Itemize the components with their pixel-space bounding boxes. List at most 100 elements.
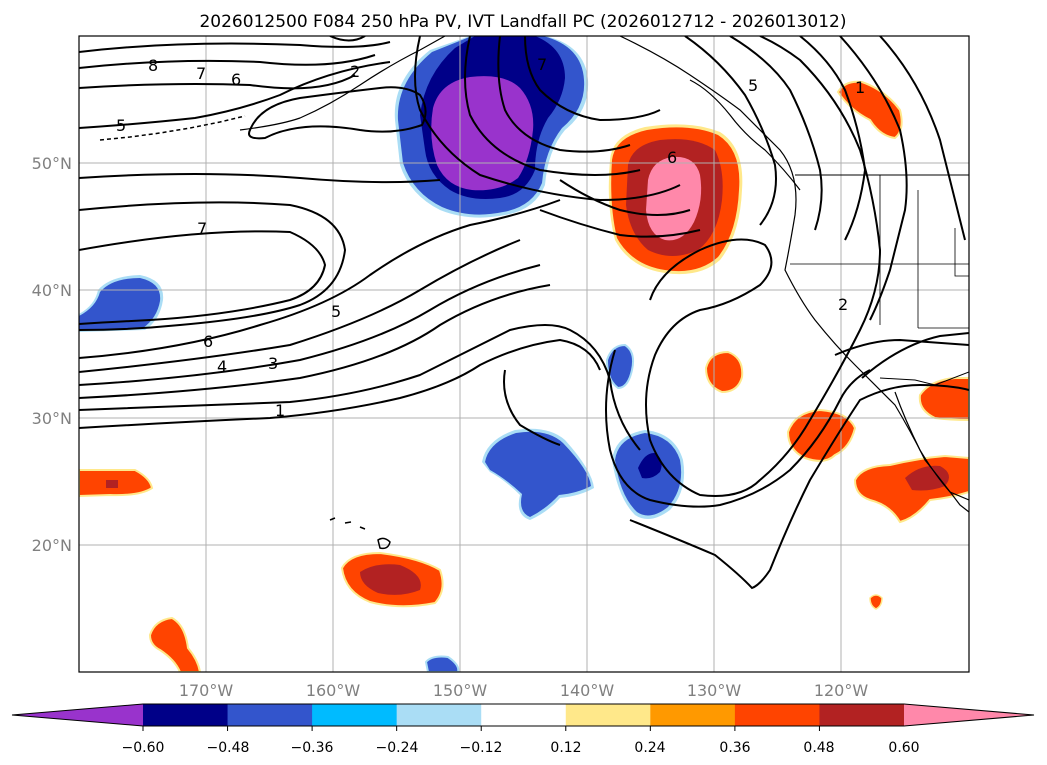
contour-line	[79, 284, 551, 399]
colorbar-segment	[819, 704, 905, 726]
contour-line	[79, 201, 347, 331]
contour-line	[684, 36, 777, 226]
contour-label: 6	[203, 332, 213, 351]
contour-label: 5	[748, 76, 758, 95]
colorbar-segment	[734, 704, 820, 726]
contour-line	[497, 36, 631, 153]
pos-anomaly-pacific-nw	[646, 156, 702, 241]
lat-tick-label: 20°N	[32, 536, 72, 555]
contour-label: 5	[116, 116, 126, 135]
pv-contours	[79, 36, 969, 590]
contour-line	[79, 54, 376, 69]
coast-bc-islands	[689, 79, 801, 191]
colorbar-tick-label: 0.12	[550, 740, 581, 756]
colorbar-segment	[143, 704, 229, 726]
lon-tick-label: 120°W	[814, 681, 869, 700]
colorbar-tick-labels: −0.60 −0.48 −0.36 −0.24 −0.12 0.12 0.24 …	[122, 740, 920, 756]
contour-line	[414, 36, 681, 202]
coast-alaska	[239, 36, 446, 131]
lat-tick-label: 40°N	[32, 281, 72, 300]
contour-labels: 8 7 6 5 2 7 6 5 4 3 1 7 5 6 1 2	[116, 55, 865, 420]
lon-tick-label: 140°W	[560, 681, 615, 700]
contour-line	[79, 338, 601, 429]
colorbar-segment	[481, 704, 567, 726]
lat-tick-label: 30°N	[32, 409, 72, 428]
neg-anomaly-134w-core	[638, 452, 662, 479]
contour-line	[861, 332, 969, 379]
contour-label: 1	[275, 401, 285, 420]
colorbar-segment	[565, 704, 651, 726]
neg-anomaly-west-edge	[79, 278, 161, 330]
map-panel: 8 7 6 5 2 7 6 5 4 3 1 7 5 6 1 2	[79, 36, 969, 672]
colorbar-tick-label: 0.60	[888, 740, 919, 756]
contour-line	[79, 199, 561, 359]
colorbar-segment	[650, 704, 736, 726]
contour-line	[79, 61, 391, 129]
pos-anomaly-172w	[148, 616, 202, 672]
latitude-tick-labels: 50°N 40°N 30°N 20°N	[32, 154, 72, 555]
contour-line	[539, 209, 701, 238]
pos-anomaly-baja-core	[905, 465, 949, 491]
contour-line	[839, 36, 908, 321]
pos-anomaly-118w	[836, 80, 903, 140]
colorbar-tick-label: 0.24	[634, 740, 665, 756]
border-us-mexico	[879, 371, 969, 386]
contour-line	[729, 36, 823, 231]
contour-line	[834, 338, 969, 356]
colorbar-tick-label: −0.60	[122, 740, 165, 756]
contour-label: 8	[148, 56, 158, 75]
contour-label: 5	[331, 302, 341, 321]
contour-label: 2	[838, 295, 848, 314]
map-frame	[78, 35, 970, 673]
colorbar-tick-label: −0.48	[207, 740, 250, 756]
pos-anomaly-129w	[704, 350, 744, 394]
colorbar-tick-label: −0.36	[291, 740, 334, 756]
colorbar	[11, 703, 1035, 731]
pos-anomaly-hawaii-core	[360, 564, 421, 595]
contour-line	[503, 369, 561, 446]
colorbar-tick-label: 0.36	[719, 740, 750, 756]
colorbar-segment	[396, 704, 482, 726]
contour-line	[799, 36, 867, 241]
lat-tick-label: 50°N	[32, 154, 72, 173]
coast-baja	[894, 391, 969, 501]
colorbar-extend-max	[904, 704, 1034, 726]
chart-title: 2026012500 F084 250 hPa PV, IVT Landfall…	[199, 12, 846, 32]
contour-line	[79, 239, 521, 373]
colorbar-extend-min	[12, 704, 143, 726]
contour-label: 6	[231, 70, 241, 89]
contour-line	[79, 74, 356, 90]
coast-north-america	[619, 36, 969, 513]
contour-line	[79, 173, 441, 184]
contour-label: 3	[268, 354, 278, 373]
pos-anomaly-west-25n-core	[106, 480, 118, 488]
lon-tick-label: 170°W	[179, 681, 234, 700]
pos-anomaly-114w	[918, 377, 969, 422]
contour-label: 6	[667, 148, 677, 167]
contour-line	[79, 264, 541, 386]
colorbar-tick-label: −0.12	[460, 740, 503, 756]
contour-line	[329, 36, 366, 42]
lon-tick-label: 150°W	[433, 681, 488, 700]
contour-label: 2	[350, 62, 360, 81]
contour-label: 7	[537, 55, 547, 74]
contour-line	[559, 179, 691, 216]
contour-line	[524, 36, 661, 122]
lon-tick-label: 160°W	[306, 681, 361, 700]
contour-line	[629, 383, 969, 590]
contour-label: 7	[197, 219, 207, 238]
pos-anomaly-117w	[869, 594, 883, 610]
contour-line	[79, 41, 391, 53]
contour-label: 7	[196, 64, 206, 83]
contour-label: 1	[855, 78, 865, 97]
contour-line	[605, 349, 871, 508]
colorbar-tick-label: −0.24	[376, 740, 419, 756]
contour-line	[879, 36, 966, 241]
contour-line	[464, 36, 641, 176]
colorbar-tick-label: 0.48	[803, 740, 834, 756]
contour-line	[248, 86, 427, 140]
neg-anomaly-bottom	[424, 655, 460, 672]
contour-line	[79, 230, 327, 325]
contour-label: 4	[217, 357, 227, 376]
hawaii-islands	[329, 517, 391, 550]
